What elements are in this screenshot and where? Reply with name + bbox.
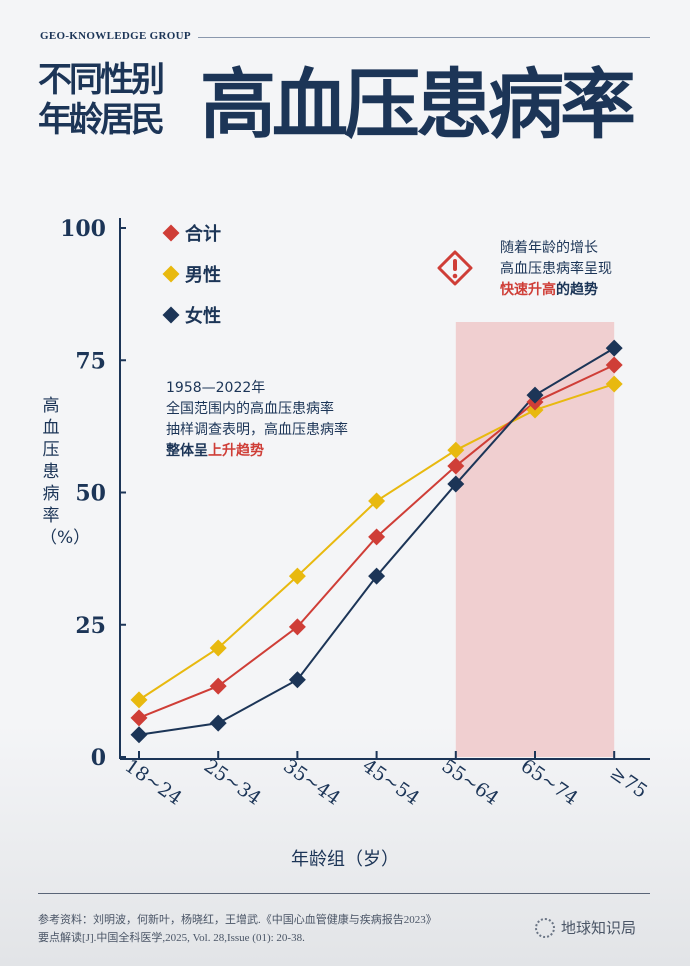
data-point [605,339,623,357]
x-tick-label: 25~34 [200,755,265,810]
callout-line: 高血压患病率呈现 [500,261,612,277]
data-point [447,457,465,475]
annotation-highlight: 上升趋势 [208,443,264,459]
data-point [288,618,306,636]
callout-bold: 的趋势 [556,282,598,298]
data-point [447,441,465,459]
data-point [447,475,465,493]
y-tick-label: 25 [75,613,106,639]
reference-line: 要点解读[J].中国全科医学,2025, Vol. 28,Issue (01):… [38,932,305,944]
x-tick-label: 65~74 [517,755,582,810]
data-point [526,386,544,404]
callout-line: 快速升高的趋势 [500,280,612,301]
legend-male: 男性 [162,253,221,294]
data-point [368,528,386,546]
legend-female: 女性 [162,294,221,335]
legend-label: 女性 [185,305,221,327]
title-small: 不同性别 年龄居民 [38,60,165,140]
callout-line: 随着年龄的增长 [500,240,598,256]
logo: 地球知识局 [535,917,636,938]
brand: GEO-KNOWLEDGE GROUP [40,30,191,42]
data-point [209,677,227,695]
x-tick-label: 55~64 [437,755,502,810]
divider [38,893,650,894]
y-axis-label: 高血压患病率（%） [40,396,91,548]
title-line-1: 不同性别 [38,60,165,100]
data-point [130,709,148,727]
x-tick-label: ≥75 [606,762,651,803]
legend: 合计 男性 女性 [162,212,221,335]
legend-label: 合计 [185,223,221,245]
diamond-icon [162,265,180,282]
data-point [368,492,386,510]
legend-label: 男性 [185,264,221,286]
x-axis-label: 年龄组（岁） [291,849,399,870]
title-line-2: 年龄居民 [38,100,165,140]
reference: 参考资料：刘明波，何新叶，杨晓红，王增武.《中国心血管健康与疾病报告2023》要… [38,911,437,947]
divider [198,37,650,38]
data-point [288,671,306,689]
annotation-line: 全国范围内的高血压患病率 [166,401,334,417]
data-point [209,714,227,732]
diamond-icon [162,306,180,323]
diamond-icon [162,224,180,241]
x-tick-label: 18~24 [121,755,186,810]
y-tick-label: 75 [75,348,106,374]
data-point [209,639,227,657]
annotation-bold: 整体呈 [166,443,208,459]
legend-total: 合计 [162,212,221,253]
annotation-line: 整体呈上升趋势 [166,441,348,462]
data-point [288,567,306,585]
callout: 随着年龄的增长 高血压患病率呈现 快速升高的趋势 [500,238,612,301]
y-tick-label: 100 [60,216,106,242]
reference-line: 参考资料：刘明波，何新叶，杨晓红，王增武.《中国心血管健康与疾病报告2023》 [38,914,437,926]
data-point [368,567,386,585]
title-large: 高血压患病率 [200,60,636,149]
y-tick-label: 50 [75,481,106,507]
annotation-line: 1958—2022年 [166,380,266,396]
data-point [605,356,623,374]
annotation: 1958—2022年 全国范围内的高血压患病率 抽样调查表明，高血压患病率 整体… [166,378,348,462]
data-point [130,726,148,744]
globe-icon [535,917,555,938]
data-point [605,375,623,393]
x-tick-label: 35~44 [279,755,344,810]
logo-text: 地球知识局 [561,919,637,937]
y-tick-label: 0 [91,745,106,771]
data-point [130,691,148,709]
annotation-line: 抽样调查表明，高血压患病率 [166,422,348,438]
warning-icon [437,250,473,286]
callout-highlight: 快速升高 [500,282,556,298]
x-tick-label: 45~54 [358,755,423,810]
